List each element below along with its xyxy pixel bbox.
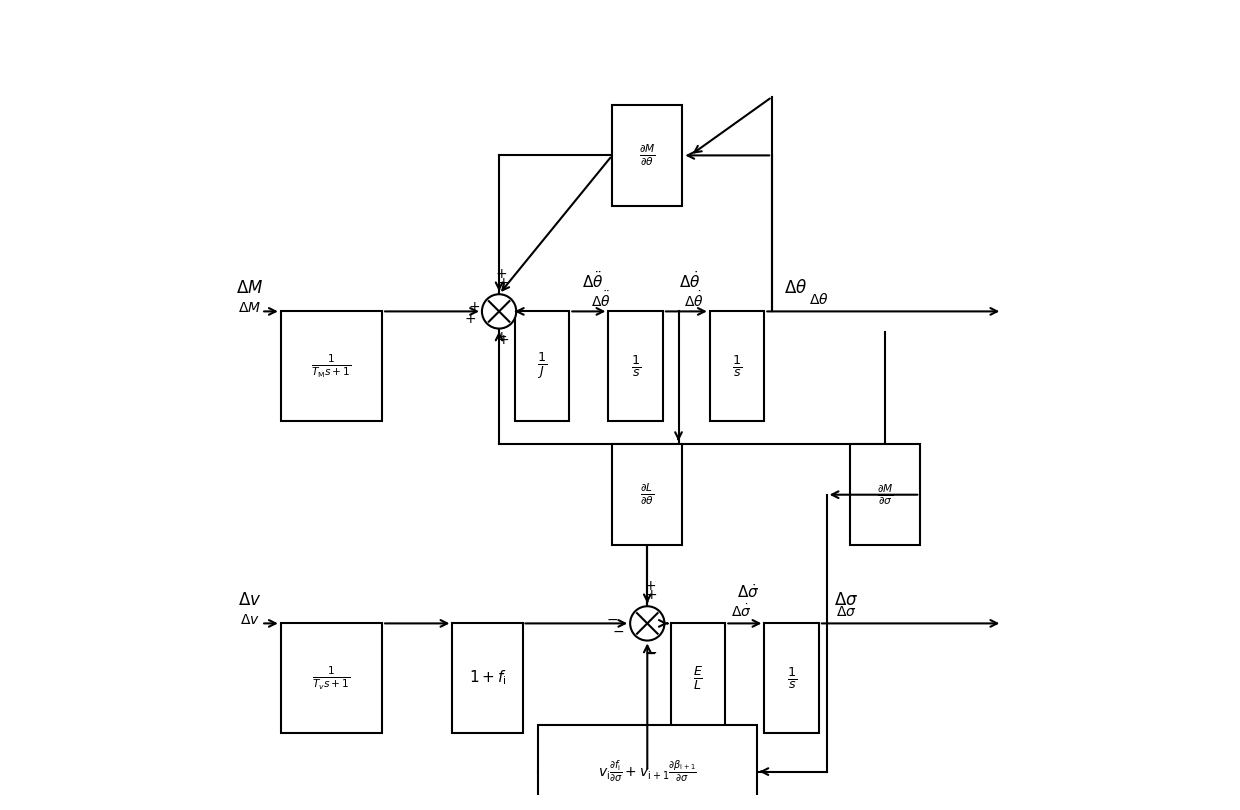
Text: $\frac{1}{s}$: $\frac{1}{s}$ (732, 353, 742, 379)
Text: $-$: $-$ (613, 625, 625, 638)
Text: $\Delta\dot{\theta}$: $\Delta\dot{\theta}$ (680, 270, 701, 291)
Text: $\Delta v$: $\Delta v$ (238, 591, 262, 609)
Text: $\Delta\ddot{\theta}$: $\Delta\ddot{\theta}$ (590, 290, 610, 309)
FancyBboxPatch shape (280, 311, 382, 420)
Text: $+$: $+$ (497, 333, 510, 347)
Text: $+$: $+$ (495, 330, 507, 344)
Text: $\Delta\sigma$: $\Delta\sigma$ (835, 591, 858, 609)
Text: $\frac{\partial M}{\partial \theta}$: $\frac{\partial M}{\partial \theta}$ (639, 143, 656, 168)
Text: $\frac{\partial L}{\partial \theta}$: $\frac{\partial L}{\partial \theta}$ (640, 482, 655, 508)
Text: $-$: $-$ (645, 646, 656, 660)
FancyBboxPatch shape (280, 624, 382, 732)
Text: $\Delta M$: $\Delta M$ (236, 279, 263, 297)
FancyBboxPatch shape (515, 311, 569, 420)
Text: $\Delta\dot{\sigma}$: $\Delta\dot{\sigma}$ (730, 603, 751, 620)
Text: $\frac{1}{J}$: $\frac{1}{J}$ (537, 351, 547, 382)
Text: $-$: $-$ (606, 612, 619, 625)
Text: $+$: $+$ (464, 312, 476, 326)
FancyBboxPatch shape (709, 311, 764, 420)
FancyBboxPatch shape (671, 624, 725, 732)
Text: $v_{\mathrm{i}}\frac{\partial f_{\mathrm{i}}}{\partial \sigma}+v_{\mathrm{i+1}}\: $v_{\mathrm{i}}\frac{\partial f_{\mathrm… (598, 759, 697, 784)
FancyBboxPatch shape (453, 624, 522, 732)
Text: $+$: $+$ (495, 267, 507, 281)
Text: $\Delta\dot{\sigma}$: $\Delta\dot{\sigma}$ (738, 583, 760, 601)
Text: $\frac{1}{T_{\mathrm{M}}s+1}$: $\frac{1}{T_{\mathrm{M}}s+1}$ (311, 352, 352, 380)
FancyBboxPatch shape (613, 444, 682, 545)
Circle shape (630, 606, 665, 641)
Text: $1+f_{\mathrm{i}}$: $1+f_{\mathrm{i}}$ (469, 668, 506, 688)
FancyBboxPatch shape (851, 444, 920, 545)
Text: $+$: $+$ (645, 587, 657, 602)
Text: $\Delta\theta$: $\Delta\theta$ (784, 279, 807, 297)
Text: $+$: $+$ (645, 579, 656, 593)
Text: $+$: $+$ (467, 300, 480, 313)
Text: $\Delta\theta$: $\Delta\theta$ (808, 292, 828, 307)
Text: $\frac{1}{s}$: $\frac{1}{s}$ (631, 353, 641, 379)
Text: $+$: $+$ (497, 275, 510, 289)
Text: $-$: $-$ (645, 646, 657, 659)
FancyBboxPatch shape (609, 311, 663, 420)
Text: $\frac{\partial M}{\partial \sigma}$: $\frac{\partial M}{\partial \sigma}$ (877, 483, 894, 507)
Text: $\Delta v$: $\Delta v$ (239, 612, 259, 626)
Text: $\Delta\ddot{\theta}$: $\Delta\ddot{\theta}$ (582, 270, 604, 291)
Text: $\frac{1}{T_{v}s+1}$: $\frac{1}{T_{v}s+1}$ (312, 664, 351, 692)
Text: $\Delta\sigma$: $\Delta\sigma$ (836, 605, 857, 619)
Text: $\Delta\dot{\theta}$: $\Delta\dot{\theta}$ (684, 290, 704, 309)
Circle shape (482, 294, 516, 329)
Text: $\frac{1}{s}$: $\frac{1}{s}$ (786, 665, 796, 691)
FancyBboxPatch shape (538, 725, 756, 810)
FancyBboxPatch shape (613, 104, 682, 206)
FancyBboxPatch shape (764, 624, 818, 732)
Text: $\Delta M$: $\Delta M$ (238, 301, 262, 314)
Text: $\frac{E}{L}$: $\frac{E}{L}$ (693, 664, 703, 692)
